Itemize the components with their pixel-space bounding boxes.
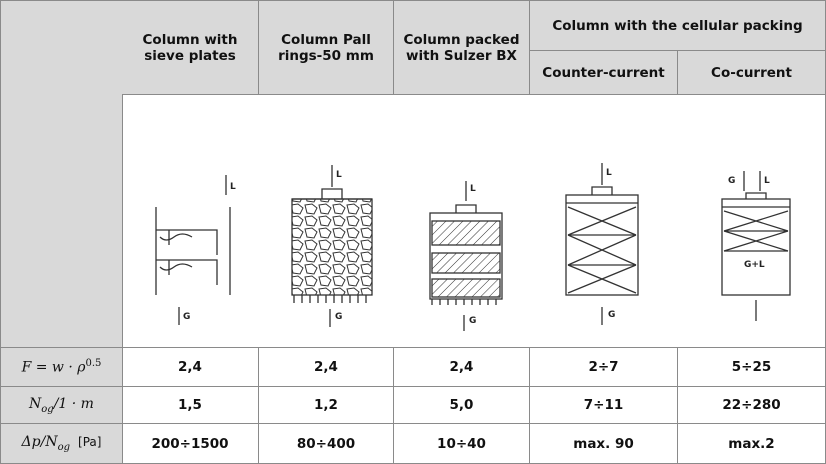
value-cell: 1,2 [259, 387, 394, 424]
sketch-label: L [606, 168, 612, 178]
sketch-row: L G L G L G L G G L G+L [122, 95, 826, 348]
value-cell: 7÷11 [530, 387, 678, 424]
value-cell: 10÷40 [394, 424, 530, 464]
row-label-cell: Δp/Nog [Pa] [1, 424, 123, 464]
header-text: rings-50 mm [278, 47, 374, 64]
row-label-cell: F = w · ρ0.5 [1, 348, 123, 387]
subheader-cell: Counter-current [530, 51, 678, 95]
sketch-label: L [470, 184, 476, 194]
label-part: N [29, 395, 42, 412]
header-cell: Column with sieve plates [122, 1, 259, 95]
sketch-label: G+L [744, 260, 765, 270]
value-text: max.2 [728, 435, 775, 452]
value-cell: 5,0 [394, 387, 530, 424]
value-text: 2,4 [314, 359, 338, 375]
row-label-cell: Nog/1 · m [1, 387, 123, 424]
value-cell: 22÷280 [678, 387, 826, 424]
sketch-label: G [335, 312, 342, 322]
header-text: Column with the cellular packing [552, 17, 803, 34]
header-text: Co-current [711, 64, 792, 81]
header-text: Column Pall [281, 31, 371, 48]
value-text: 7÷11 [583, 397, 624, 413]
sketch-label: L [230, 182, 236, 192]
sulzer-sketch: L G [429, 181, 503, 331]
value-cell: 1,5 [122, 387, 259, 424]
value-text: 2÷7 [588, 359, 619, 375]
value-text: 1,5 [178, 397, 202, 413]
sketch-label: G [728, 176, 735, 186]
row-label: Δp/Nog [Pa] [22, 434, 102, 453]
row-label: Nog/1 · m [29, 396, 94, 415]
value-text: 200÷1500 [151, 435, 229, 452]
corner-cell [1, 1, 123, 348]
sketch-label: G [608, 310, 615, 320]
header-cell: Column Pall rings-50 mm [259, 1, 394, 95]
sketch-label: L [764, 176, 770, 186]
value-cell: 2,4 [259, 348, 394, 387]
co-sketch: G L G+L [721, 171, 791, 321]
value-cell: 2÷7 [530, 348, 678, 387]
value-cell: 2,4 [394, 348, 530, 387]
label-part: F = w · ρ [21, 359, 86, 376]
value-cell: 2,4 [122, 348, 259, 387]
sketches: L G L G L G L G G L G+L [155, 163, 791, 331]
group-header: Column with the cellular packing [530, 1, 826, 51]
header-text: sieve plates [144, 47, 236, 64]
value-text: max. 90 [573, 435, 634, 452]
sieve-sketch: L G [155, 175, 236, 325]
value-text: 2,4 [449, 359, 474, 375]
value-cell: max. 90 [530, 424, 678, 464]
value-text: 1,2 [314, 397, 338, 413]
value-cell: 200÷1500 [122, 424, 259, 464]
value-cell: 80÷400 [259, 424, 394, 464]
pall-sketch: L G [291, 165, 373, 327]
header-text: Column packed [403, 31, 520, 48]
header-text: Column with [142, 31, 238, 48]
row-label: F = w · ρ0.5 [22, 358, 102, 376]
value-text: 5÷25 [731, 359, 772, 375]
value-text: 22÷280 [722, 397, 781, 413]
subheader-cell: Co-current [678, 51, 826, 95]
value-cell: max.2 [678, 424, 826, 464]
header-text: with Sulzer BX [406, 47, 517, 64]
label-sub: og [41, 403, 54, 415]
label-sup: 0.5 [85, 358, 102, 370]
value-text: 10÷40 [437, 435, 486, 452]
sketch-label: L [336, 170, 342, 180]
value-text: 5,0 [449, 397, 474, 413]
label-part: Δp/N [21, 434, 58, 451]
value-text: 2,4 [178, 359, 202, 375]
sketch-label: G [183, 312, 190, 322]
counter-sketch: L G [565, 163, 639, 325]
value-text: 80÷400 [296, 435, 356, 452]
sketch-label: G [469, 316, 476, 326]
label-part: /1 · m [53, 395, 94, 412]
label-sub: og [57, 441, 71, 453]
label-part: [Pa] [78, 435, 102, 450]
header-cell: Column packed with Sulzer BX [394, 1, 530, 95]
value-cell: 5÷25 [678, 348, 826, 387]
header-text: Counter-current [542, 64, 665, 81]
